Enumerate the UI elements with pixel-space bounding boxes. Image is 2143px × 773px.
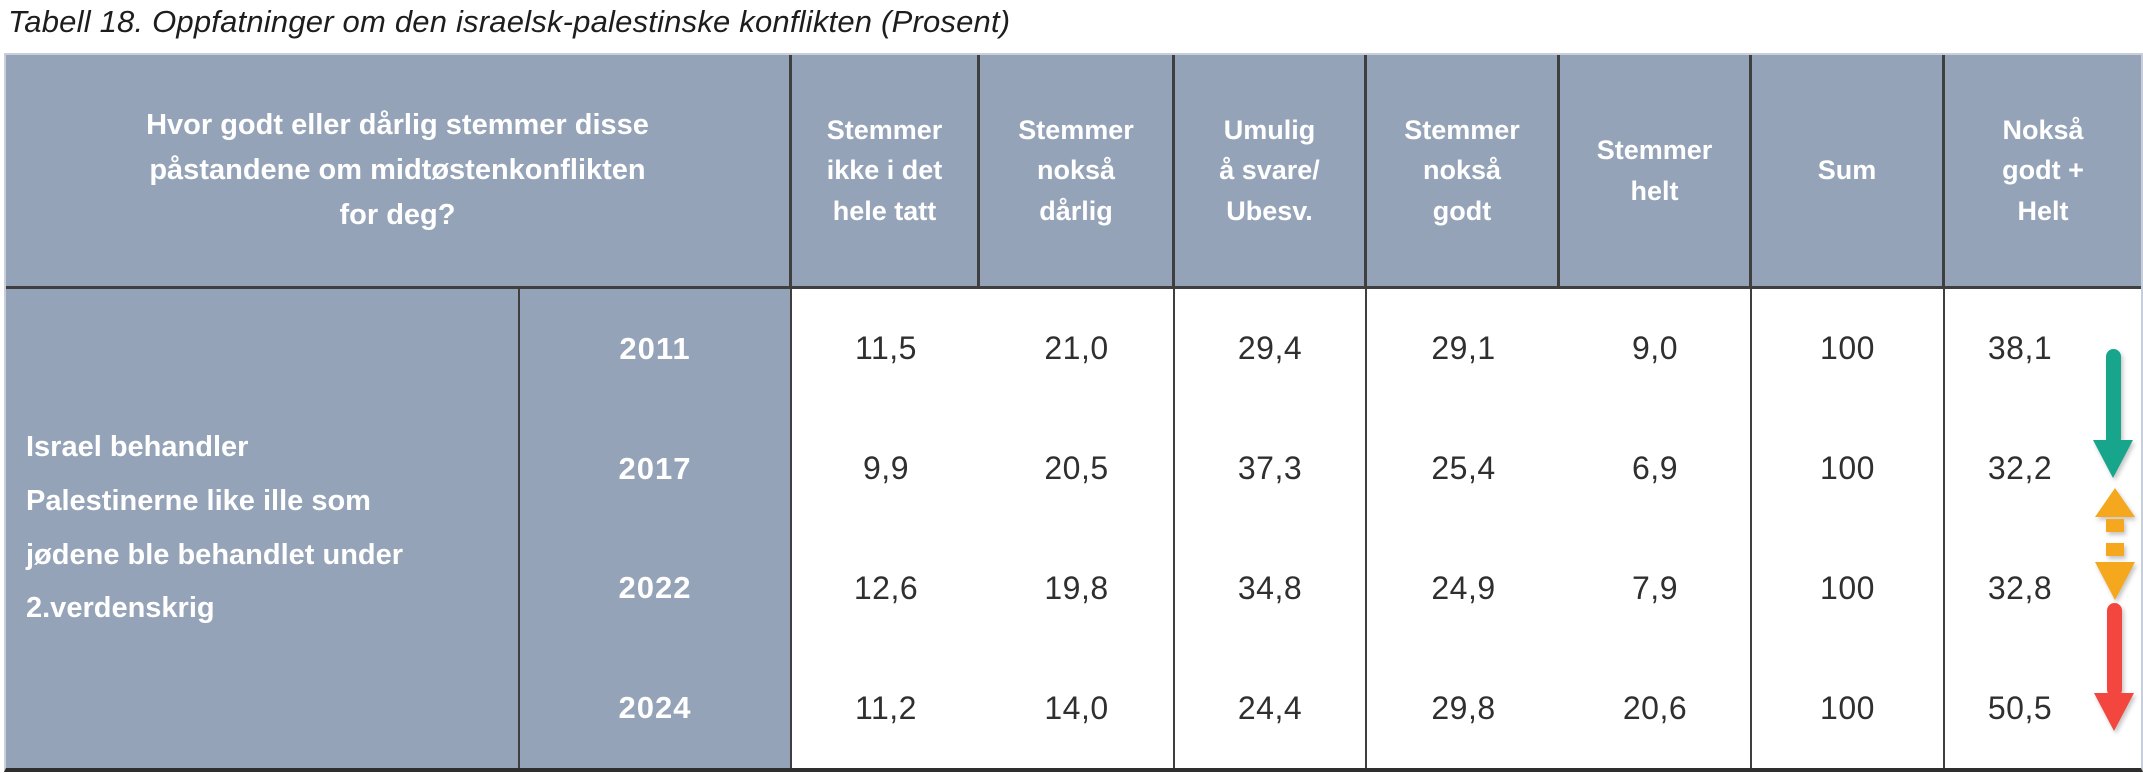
trend-down-arrow-red-icon xyxy=(2094,603,2134,731)
trend-down-arrow-green-icon xyxy=(2093,349,2133,478)
data-table: Hvor godt eller dårlig stemmer disse pås… xyxy=(4,53,2143,772)
statement-label: Israel behandler Palestinerne like ille … xyxy=(6,289,520,768)
value-cell: 9,9 xyxy=(792,408,980,529)
value-cell: 11,5 xyxy=(792,289,980,409)
column-header-sum: Sum xyxy=(1752,55,1945,289)
value-cell: 34,8 xyxy=(1175,528,1367,649)
value-cell: 9,0 xyxy=(1560,289,1752,409)
column-header-noksa-darlig: Stemmer nokså dårlig xyxy=(980,55,1175,289)
sum-cell: 100 xyxy=(1752,528,1945,649)
value-cell: 20,5 xyxy=(980,408,1175,529)
value-cell: 7,9 xyxy=(1560,528,1752,649)
value-cell: 21,0 xyxy=(980,289,1175,409)
column-header-stemmer-helt: Stemmer helt xyxy=(1560,55,1752,289)
value-cell: 14,0 xyxy=(980,648,1175,768)
value-cell: 29,1 xyxy=(1367,289,1560,409)
sum-cell: 100 xyxy=(1752,408,1945,529)
value-cell: 29,4 xyxy=(1175,289,1367,409)
value-cell: 24,9 xyxy=(1367,528,1560,649)
trend-stable-dashed-arrow-amber-icon xyxy=(2095,488,2135,600)
column-header-noksa-godt-helt: Nokså godt + Helt xyxy=(1945,55,2141,289)
value-cell: 29,8 xyxy=(1367,648,1560,768)
year-cell-2017: 2017 xyxy=(520,408,792,529)
year-cell-2011: 2011 xyxy=(520,289,792,409)
value-cell: 11,2 xyxy=(792,648,980,768)
value-cell: 25,4 xyxy=(1367,408,1560,529)
value-cell: 24,4 xyxy=(1175,648,1367,768)
value-cell: 19,8 xyxy=(980,528,1175,649)
question-header-cell: Hvor godt eller dårlig stemmer disse pås… xyxy=(6,55,792,289)
value-cell: 12,6 xyxy=(792,528,980,649)
value-cell: 6,9 xyxy=(1560,408,1752,529)
table-title: Tabell 18. Oppfatninger om den israelsk-… xyxy=(8,4,1011,39)
sum-cell: 100 xyxy=(1752,648,1945,768)
value-cell: 20,6 xyxy=(1560,648,1752,768)
sum-cell: 100 xyxy=(1752,289,1945,409)
combined-cell: 38,1 xyxy=(1945,289,2141,409)
column-header-noksa-godt: Stemmer nokså godt xyxy=(1367,55,1560,289)
column-header-umulig: Umulig å svare/ Ubesv. xyxy=(1175,55,1367,289)
year-cell-2022: 2022 xyxy=(520,528,792,649)
year-cell-2024: 2024 xyxy=(520,648,792,768)
value-cell: 37,3 xyxy=(1175,408,1367,529)
column-header-stemmer-ikke: Stemmer ikke i det hele tatt xyxy=(792,55,980,289)
